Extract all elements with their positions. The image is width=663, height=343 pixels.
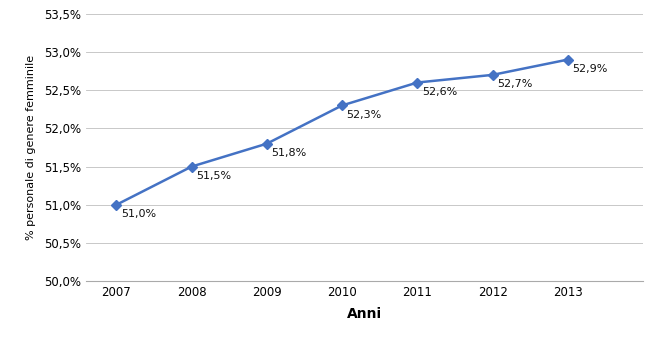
Text: 52,6%: 52,6% [422, 87, 457, 97]
Text: 52,3%: 52,3% [347, 110, 382, 120]
Text: 51,8%: 51,8% [271, 148, 306, 158]
Text: 51,5%: 51,5% [196, 171, 231, 181]
Text: 51,0%: 51,0% [121, 210, 156, 220]
X-axis label: Anni: Anni [347, 307, 382, 321]
Text: 52,7%: 52,7% [497, 80, 532, 90]
Text: 52,9%: 52,9% [572, 64, 608, 74]
Y-axis label: % personale di genere femminile: % personale di genere femminile [26, 55, 36, 240]
